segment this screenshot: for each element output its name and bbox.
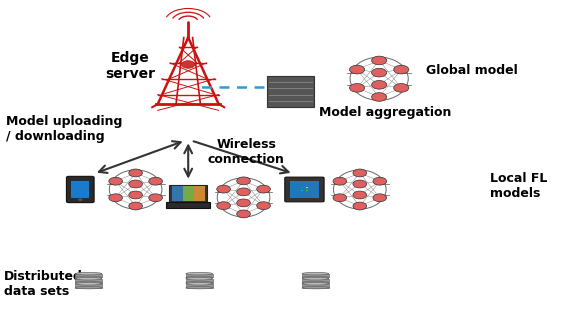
FancyBboxPatch shape	[75, 274, 102, 278]
Circle shape	[149, 177, 162, 185]
Ellipse shape	[75, 281, 102, 284]
Text: Local FL
models: Local FL models	[490, 172, 547, 200]
Ellipse shape	[75, 272, 102, 275]
Circle shape	[217, 185, 231, 193]
FancyBboxPatch shape	[166, 202, 210, 208]
FancyBboxPatch shape	[290, 181, 319, 198]
Ellipse shape	[302, 276, 329, 279]
FancyBboxPatch shape	[301, 190, 303, 191]
Ellipse shape	[186, 278, 213, 280]
FancyBboxPatch shape	[302, 279, 329, 282]
Circle shape	[182, 61, 195, 68]
Text: Distributed
data sets: Distributed data sets	[4, 270, 83, 298]
Ellipse shape	[186, 282, 213, 285]
Circle shape	[394, 83, 409, 92]
Circle shape	[353, 180, 367, 188]
Circle shape	[353, 169, 367, 177]
Circle shape	[237, 188, 250, 196]
Circle shape	[372, 56, 387, 65]
Ellipse shape	[302, 282, 329, 285]
Ellipse shape	[186, 281, 213, 284]
Circle shape	[237, 199, 250, 207]
Circle shape	[373, 177, 386, 185]
Text: Wireless
connection: Wireless connection	[208, 137, 285, 166]
Circle shape	[373, 194, 386, 202]
Ellipse shape	[75, 276, 102, 279]
Ellipse shape	[75, 286, 102, 289]
FancyBboxPatch shape	[169, 185, 207, 202]
Circle shape	[129, 191, 143, 199]
FancyBboxPatch shape	[171, 186, 183, 201]
Circle shape	[149, 194, 162, 202]
FancyBboxPatch shape	[171, 186, 205, 201]
Text: Model aggregation: Model aggregation	[319, 106, 451, 118]
Circle shape	[129, 202, 143, 210]
Ellipse shape	[186, 272, 213, 275]
FancyBboxPatch shape	[194, 186, 205, 201]
FancyBboxPatch shape	[306, 187, 309, 188]
Circle shape	[129, 169, 143, 177]
FancyBboxPatch shape	[67, 176, 94, 203]
FancyBboxPatch shape	[306, 190, 309, 191]
Ellipse shape	[302, 272, 329, 275]
Ellipse shape	[302, 281, 329, 284]
FancyBboxPatch shape	[75, 279, 102, 282]
Circle shape	[372, 93, 387, 101]
Circle shape	[350, 65, 365, 74]
Text: Global model: Global model	[426, 64, 518, 77]
Circle shape	[257, 185, 270, 193]
Circle shape	[333, 194, 347, 202]
Circle shape	[109, 177, 122, 185]
FancyBboxPatch shape	[285, 177, 324, 202]
Circle shape	[257, 202, 270, 210]
FancyBboxPatch shape	[72, 181, 89, 198]
Ellipse shape	[302, 278, 329, 280]
Circle shape	[237, 210, 250, 218]
Text: Model uploading
/ downloading: Model uploading / downloading	[6, 115, 122, 143]
Text: Edge
server: Edge server	[105, 51, 155, 81]
Circle shape	[109, 194, 122, 202]
FancyBboxPatch shape	[301, 187, 303, 188]
Ellipse shape	[75, 278, 102, 280]
Ellipse shape	[186, 286, 213, 289]
Circle shape	[350, 83, 365, 92]
Ellipse shape	[75, 282, 102, 285]
Circle shape	[333, 177, 347, 185]
FancyBboxPatch shape	[186, 279, 213, 282]
FancyBboxPatch shape	[75, 284, 102, 288]
FancyBboxPatch shape	[186, 274, 213, 278]
Ellipse shape	[302, 286, 329, 289]
Circle shape	[394, 65, 409, 74]
Circle shape	[353, 202, 367, 210]
Circle shape	[129, 180, 143, 188]
FancyBboxPatch shape	[186, 284, 213, 288]
FancyBboxPatch shape	[267, 76, 314, 107]
Circle shape	[372, 80, 387, 89]
Circle shape	[217, 202, 231, 210]
Circle shape	[372, 68, 387, 77]
FancyBboxPatch shape	[183, 186, 194, 201]
FancyBboxPatch shape	[302, 284, 329, 288]
Circle shape	[237, 177, 250, 185]
Circle shape	[353, 191, 367, 199]
Circle shape	[78, 198, 82, 201]
Ellipse shape	[186, 276, 213, 279]
FancyBboxPatch shape	[302, 274, 329, 278]
